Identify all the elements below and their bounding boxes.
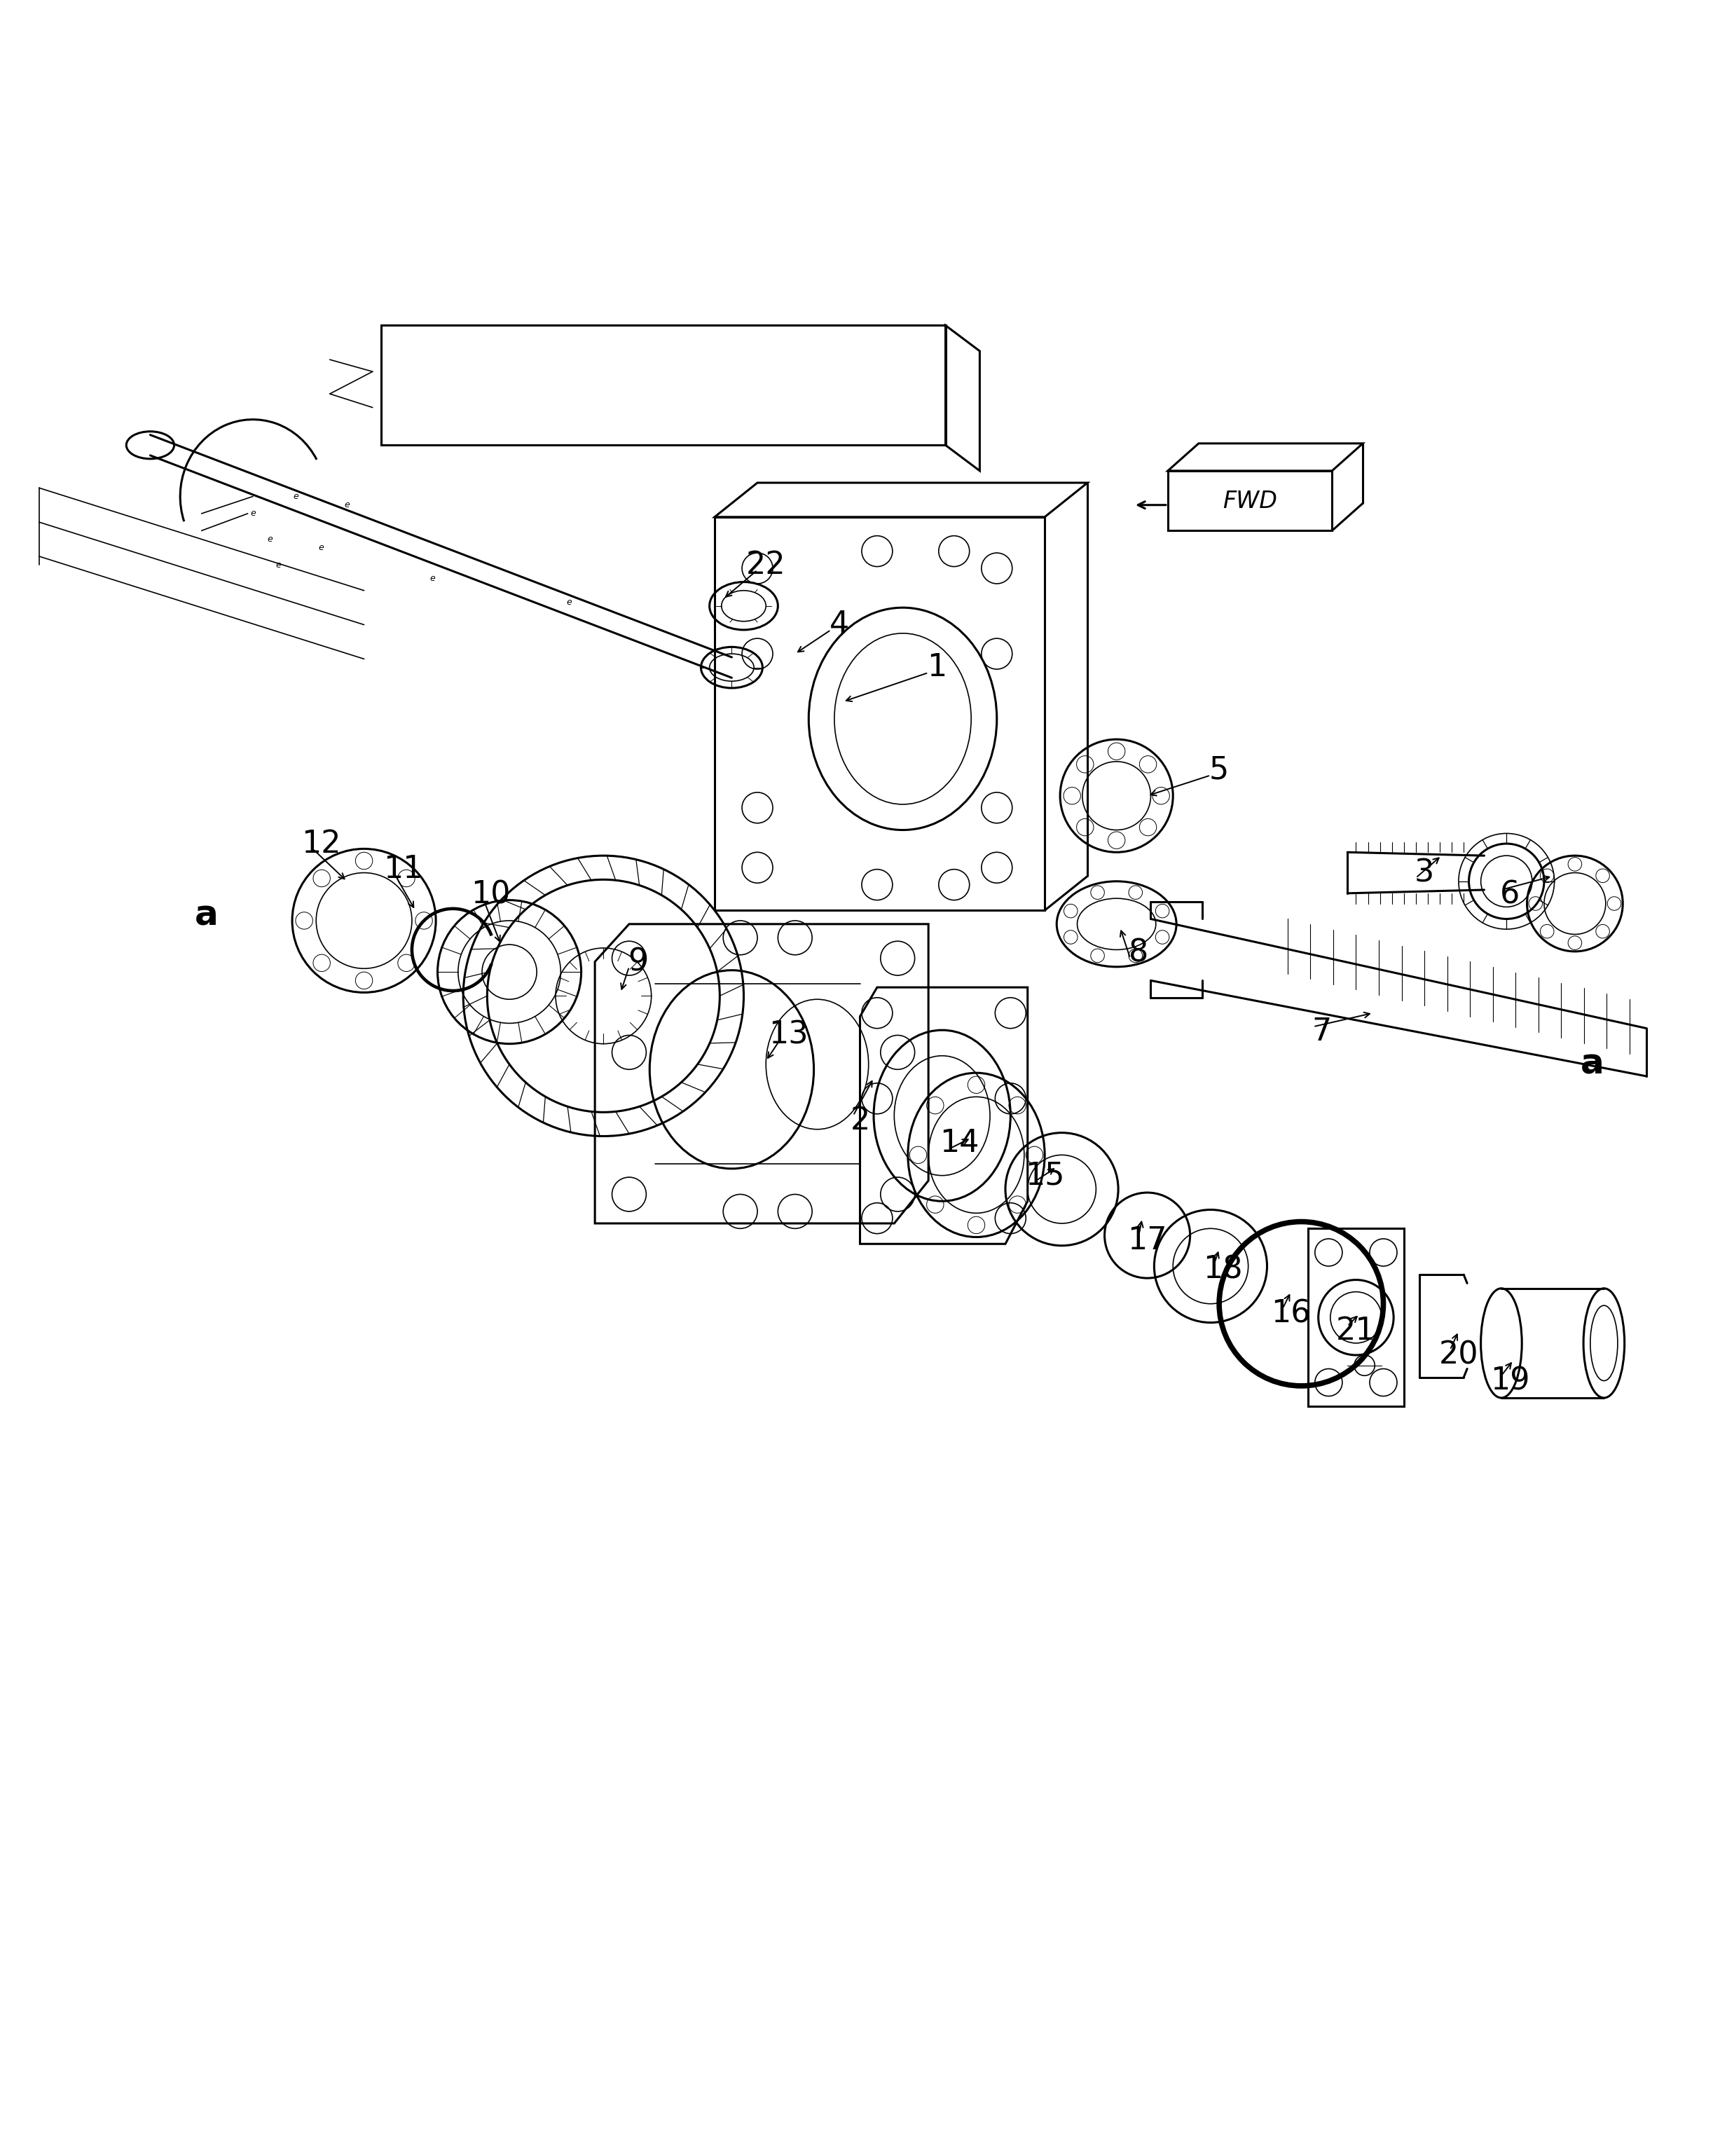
- Text: 14: 14: [939, 1128, 979, 1158]
- Text: 3: 3: [1414, 858, 1434, 888]
- Text: 17: 17: [1128, 1225, 1168, 1255]
- Text: 2: 2: [850, 1106, 870, 1136]
- Text: 4: 4: [829, 610, 850, 640]
- Text: 18: 18: [1202, 1255, 1242, 1285]
- Text: 19: 19: [1490, 1365, 1529, 1395]
- Text: 12: 12: [301, 828, 341, 858]
- Text: 15: 15: [1025, 1160, 1065, 1190]
- Text: e: e: [249, 509, 256, 517]
- Text: 16: 16: [1271, 1298, 1311, 1328]
- Text: e: e: [344, 500, 349, 509]
- Text: 9: 9: [628, 946, 647, 977]
- Text: 20: 20: [1438, 1341, 1479, 1371]
- Text: 1: 1: [927, 653, 946, 683]
- Text: 21: 21: [1336, 1315, 1376, 1345]
- Text: 7: 7: [1312, 1018, 1331, 1048]
- Text: 8: 8: [1128, 938, 1149, 968]
- Text: 13: 13: [769, 1020, 808, 1050]
- Text: e: e: [318, 543, 323, 552]
- Text: e: e: [430, 573, 435, 582]
- Text: a: a: [1581, 1048, 1603, 1080]
- Text: 10: 10: [471, 880, 511, 910]
- Text: e: e: [267, 535, 273, 543]
- Text: 5: 5: [1209, 755, 1230, 785]
- Text: e: e: [275, 561, 282, 569]
- Text: 11: 11: [384, 854, 423, 884]
- Text: e: e: [566, 597, 573, 608]
- Text: 6: 6: [1500, 880, 1520, 910]
- Bar: [1309, 1229, 1404, 1406]
- Text: FWD: FWD: [1223, 489, 1278, 513]
- Text: e: e: [292, 492, 298, 500]
- Text: 22: 22: [746, 550, 786, 580]
- Text: a: a: [194, 899, 218, 931]
